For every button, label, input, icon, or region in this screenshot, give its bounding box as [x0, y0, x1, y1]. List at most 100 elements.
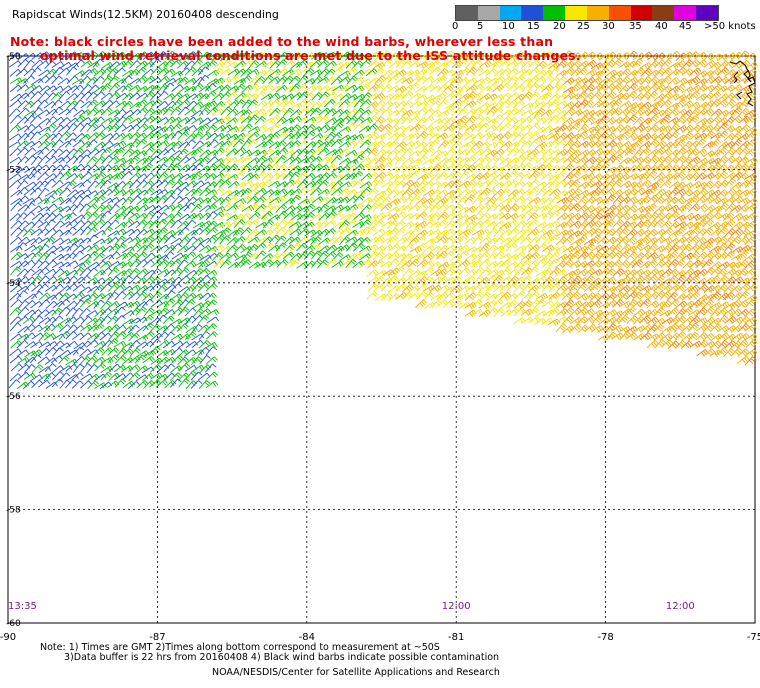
wind-barb [625, 173, 639, 181]
wind-barb [570, 188, 583, 198]
wind-barb [52, 347, 64, 357]
wind-barb [311, 258, 323, 268]
wind-barb [58, 131, 71, 140]
wind-barb [619, 269, 632, 277]
wind-barb [647, 101, 661, 110]
wind-barb [472, 267, 485, 276]
wind-barb [604, 268, 616, 278]
wind-barb [367, 219, 380, 229]
wind-barb [331, 101, 344, 109]
wind-barb [416, 130, 429, 140]
wind-barb [583, 133, 596, 142]
wind-barb [50, 187, 63, 197]
wind-barb [745, 339, 758, 348]
wind-barb [582, 205, 596, 214]
wind-barb [660, 300, 672, 309]
wind-barb [689, 180, 703, 189]
wind-barb [703, 316, 716, 325]
wind-barb [324, 131, 336, 141]
wind-barb [421, 267, 434, 276]
wind-barb [86, 317, 99, 326]
wind-barb [701, 124, 715, 133]
wind-barb [255, 250, 267, 260]
wind-barb [339, 181, 352, 189]
wind-barb [450, 213, 464, 221]
wind-barb [584, 212, 597, 222]
wind-barb [731, 212, 744, 221]
wind-barb [52, 220, 65, 229]
wind-barb [400, 59, 413, 69]
wind-barb [619, 140, 632, 149]
wind-barb [185, 188, 198, 197]
wind-barb [555, 323, 568, 333]
legend-swatch [477, 6, 500, 20]
wind-barb [31, 364, 44, 374]
wind-barb [8, 173, 22, 181]
wind-barb [512, 180, 525, 189]
wind-barb [694, 132, 708, 141]
wind-barb [723, 92, 736, 102]
wind-barb [556, 283, 569, 292]
wind-barb [23, 221, 36, 230]
wind-barb [653, 163, 666, 173]
wind-barb [667, 62, 681, 70]
wind-barb [507, 227, 520, 237]
wind-barb [176, 76, 189, 85]
wind-barb [583, 92, 595, 101]
wind-barb [520, 124, 533, 133]
wind-barb [716, 117, 729, 126]
wind-barb [633, 107, 645, 117]
wind-barb [149, 58, 162, 68]
wind-barb [513, 235, 526, 244]
wind-barb [191, 323, 203, 334]
wind-barb [724, 172, 737, 180]
wind-barb [247, 60, 260, 70]
wind-barb [72, 122, 85, 132]
wind-barb [562, 325, 575, 333]
wind-barb [584, 292, 597, 301]
wind-barb [310, 156, 323, 164]
wind-barb [205, 380, 219, 388]
wind-barb [220, 99, 233, 108]
wind-barb [101, 155, 113, 165]
wind-barb [710, 162, 722, 172]
wind-barb [465, 53, 478, 61]
wind-barb [120, 285, 134, 293]
wind-barb [380, 196, 392, 206]
wind-barb [58, 205, 72, 213]
wind-barb [43, 372, 56, 382]
wind-barb [738, 115, 751, 124]
wind-barb [549, 107, 562, 116]
wind-barb [204, 342, 218, 349]
wind-barb [547, 133, 561, 141]
wind-barb [296, 59, 309, 68]
wind-barb [610, 243, 623, 254]
wind-barb [359, 109, 372, 117]
wind-barb [297, 107, 310, 116]
wind-barb [87, 380, 100, 390]
wind-barb [696, 323, 709, 332]
wind-barb [499, 67, 512, 76]
wind-barb [142, 292, 155, 302]
wind-barb [577, 99, 590, 108]
wind-barb [52, 66, 64, 76]
wind-barb [737, 133, 750, 141]
wind-barb [625, 204, 638, 213]
wind-barb [589, 292, 602, 302]
wind-barb [674, 315, 687, 325]
wind-barb [220, 58, 232, 68]
wind-barb [36, 60, 50, 68]
wind-barb [626, 50, 638, 60]
wind-barb [724, 268, 737, 276]
wind-barb [724, 76, 737, 85]
wind-barb [254, 171, 267, 181]
chart-title: Rapidscat Winds(12.5KM) 20160408 descend… [12, 8, 279, 21]
wind-barb [386, 220, 399, 230]
wind-barb [723, 125, 736, 133]
wind-barb [456, 107, 469, 117]
wind-barb [136, 189, 149, 197]
wind-barb [534, 107, 546, 117]
wind-barb [93, 218, 106, 228]
wind-barb [688, 226, 701, 236]
wind-barb [58, 108, 71, 116]
